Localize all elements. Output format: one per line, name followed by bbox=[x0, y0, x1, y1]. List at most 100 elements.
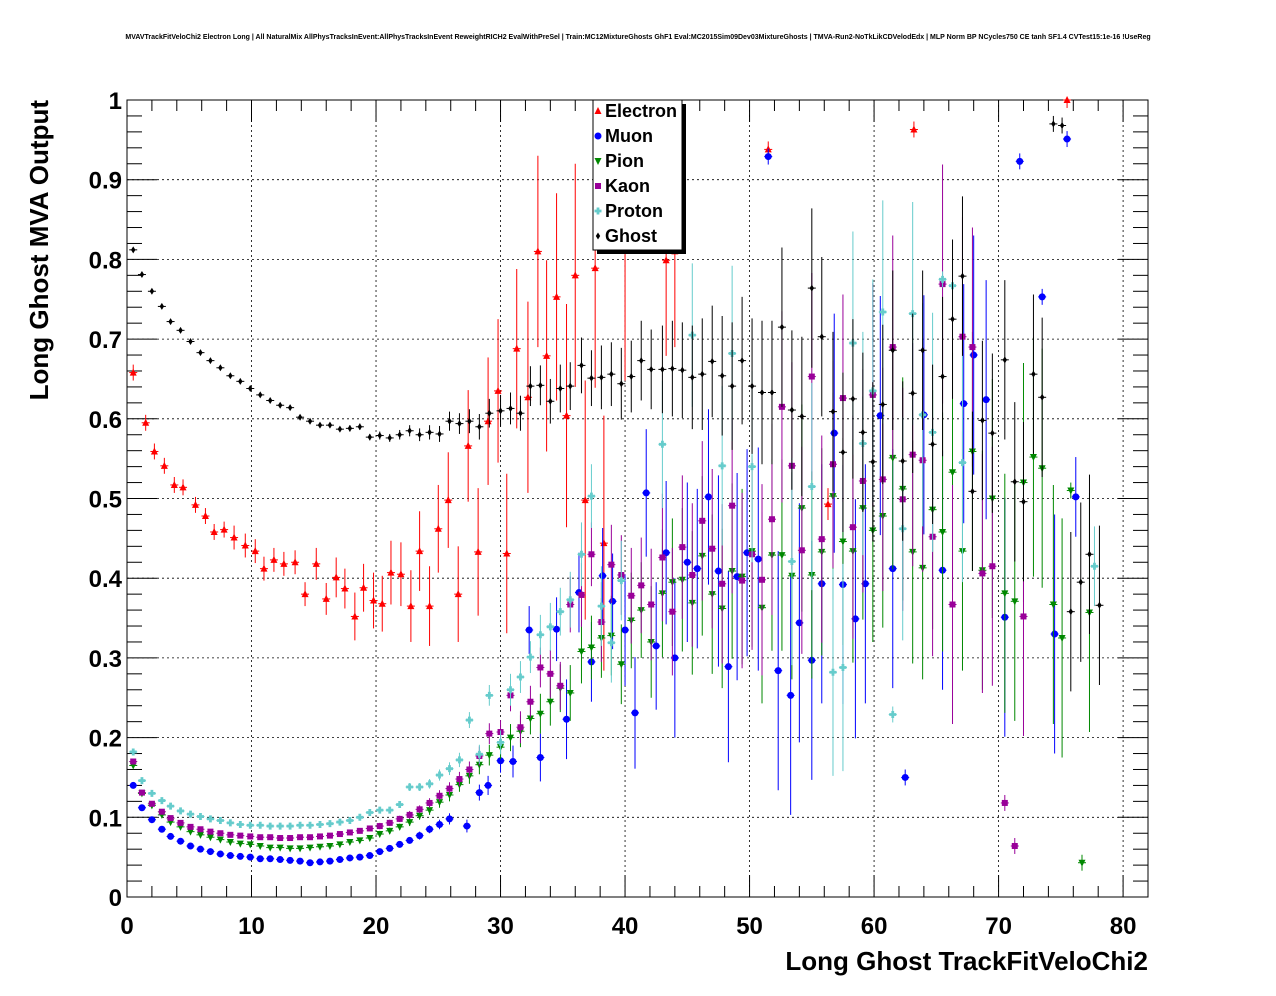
series-ghost bbox=[129, 115, 1104, 692]
proton-point bbox=[147, 789, 156, 797]
kaon-point bbox=[365, 825, 374, 832]
kaon-marker bbox=[446, 785, 453, 792]
electron-marker bbox=[341, 584, 349, 592]
kaon-point bbox=[637, 537, 646, 634]
muon-marker bbox=[509, 758, 517, 766]
kaon-marker bbox=[1001, 799, 1008, 806]
kaon-marker bbox=[356, 827, 363, 834]
kaon-point bbox=[266, 834, 275, 841]
kaon-marker bbox=[669, 608, 676, 615]
proton-point bbox=[129, 748, 138, 756]
ghost-marker bbox=[518, 409, 523, 417]
ghost-marker bbox=[920, 346, 925, 354]
proton-point bbox=[838, 563, 847, 772]
ghost-point bbox=[777, 247, 786, 407]
kaon-marker bbox=[307, 834, 314, 841]
electron-point bbox=[512, 268, 521, 429]
kaon-point bbox=[948, 484, 957, 725]
muon-point bbox=[147, 816, 156, 824]
ghost-marker bbox=[337, 425, 343, 433]
ghost-point bbox=[536, 365, 545, 406]
electron-marker bbox=[662, 256, 670, 264]
x-tick-label: 60 bbox=[861, 913, 888, 940]
ghost-point bbox=[898, 381, 907, 541]
ghost-marker bbox=[1002, 356, 1008, 364]
ghost-point bbox=[758, 320, 767, 465]
electron-marker bbox=[241, 541, 249, 549]
ghost-point bbox=[246, 385, 255, 393]
ghost-marker bbox=[619, 380, 624, 388]
kaon-marker bbox=[709, 545, 716, 552]
ghost-point bbox=[405, 425, 414, 437]
kaon-marker bbox=[247, 833, 254, 840]
muon-marker bbox=[256, 855, 264, 863]
proton-marker bbox=[266, 822, 274, 830]
kaon-point bbox=[587, 522, 596, 587]
kaon-point bbox=[246, 833, 255, 840]
ghost-marker bbox=[218, 364, 223, 372]
ghost-point bbox=[206, 357, 215, 365]
x-tick-label: 50 bbox=[736, 913, 763, 940]
proton-point bbox=[355, 813, 364, 821]
muon-marker bbox=[960, 400, 968, 408]
muon-point bbox=[536, 733, 545, 782]
kaon-marker bbox=[406, 811, 413, 818]
ghost-point bbox=[526, 366, 535, 407]
kaon-marker bbox=[267, 834, 274, 841]
kaon-point bbox=[435, 790, 444, 802]
muon-point bbox=[276, 856, 285, 864]
proton-point bbox=[465, 712, 474, 729]
muon-marker bbox=[1051, 630, 1059, 638]
electron-marker bbox=[397, 570, 405, 578]
electron-marker bbox=[563, 411, 571, 419]
kaon-marker bbox=[237, 832, 244, 839]
electron-point bbox=[599, 415, 608, 671]
proton-marker bbox=[788, 557, 796, 565]
pion-point bbox=[365, 835, 374, 843]
y-tick-label: 0.4 bbox=[89, 566, 123, 593]
ghost-point bbox=[1000, 280, 1009, 440]
pion-point bbox=[485, 744, 494, 766]
pion-marker bbox=[536, 710, 544, 718]
ghost-point bbox=[748, 318, 757, 454]
kaon-point bbox=[526, 685, 535, 718]
ghost-point bbox=[807, 208, 816, 368]
ghost-point bbox=[1010, 402, 1019, 562]
ghost-point bbox=[698, 318, 707, 430]
pion-marker bbox=[506, 734, 514, 742]
pion-marker bbox=[226, 839, 234, 847]
ghost-marker bbox=[789, 406, 795, 414]
kaon-marker bbox=[818, 536, 825, 543]
electron-point bbox=[160, 457, 169, 474]
muon-point bbox=[375, 848, 384, 856]
pion-point bbox=[355, 837, 364, 845]
kaon-marker bbox=[628, 592, 635, 599]
ghost-marker bbox=[1059, 122, 1065, 130]
legend-label-electron: Electron bbox=[605, 101, 677, 121]
muon-marker bbox=[196, 845, 204, 853]
pion-point bbox=[1078, 854, 1087, 871]
muon-marker bbox=[704, 493, 712, 501]
ghost-marker bbox=[548, 397, 553, 405]
ghost-marker bbox=[1012, 478, 1017, 486]
muon-marker bbox=[536, 754, 544, 762]
muon-marker bbox=[631, 709, 639, 717]
ghost-marker bbox=[1051, 120, 1056, 128]
ghost-point bbox=[186, 337, 195, 345]
kaon-marker bbox=[376, 823, 383, 830]
kaon-point bbox=[817, 435, 826, 643]
electron-point bbox=[406, 570, 415, 642]
proton-marker bbox=[566, 596, 574, 604]
pion-marker bbox=[366, 835, 374, 843]
y-tick-label: 0.6 bbox=[89, 407, 122, 434]
muon-marker bbox=[148, 816, 156, 824]
ghost-point bbox=[355, 423, 364, 431]
ghost-point bbox=[978, 340, 987, 501]
proton-marker bbox=[177, 807, 185, 815]
kaon-point bbox=[546, 649, 555, 698]
pion-marker bbox=[1049, 601, 1057, 609]
muon-marker bbox=[266, 855, 274, 863]
muon-point bbox=[642, 429, 651, 557]
legend-entry-proton: Proton bbox=[594, 201, 663, 221]
electron-marker bbox=[474, 547, 482, 555]
